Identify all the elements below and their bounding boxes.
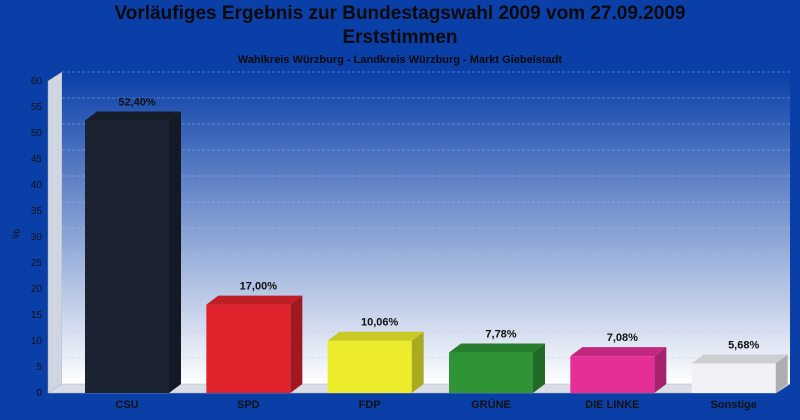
plot-side-wall [47,71,63,394]
bar [449,343,545,393]
bar-front [327,340,412,393]
bar [691,354,788,393]
y-tick-label: 0 [36,388,42,399]
x-tick-label: Sonstige [710,399,756,411]
x-tick-label: CSU [115,399,138,411]
bar-top [449,343,545,353]
bar-side [775,354,788,393]
bar [85,111,181,394]
bar-front [570,356,655,393]
bar [570,347,667,393]
bar-front [206,304,291,393]
x-tick-label: FDP [359,399,381,411]
y-tick-label: 50 [31,128,43,139]
y-tick-label: 20 [31,284,43,295]
data-label: 10,06% [361,317,399,329]
y-tick-label: 15 [31,310,43,321]
y-tick-label: 30 [31,232,43,243]
bar [327,331,424,393]
bar [206,295,303,393]
bar-front [449,352,533,393]
bar-top [691,354,788,364]
y-tick-label: 5 [36,362,42,373]
y-tick-label: 55 [31,102,43,113]
bar-side [654,347,667,393]
bar-front [85,120,169,394]
y-tick-label: 60 [31,76,43,87]
chart-title: Vorläufiges Ergebnis zur Bundestagswahl … [114,3,686,24]
y-tick-label: 35 [31,206,43,217]
bar-side [533,343,545,393]
bar-top [206,295,303,305]
bar-top [327,331,424,341]
y-tick-label: 25 [31,258,43,269]
data-label: 17,00% [240,281,278,293]
data-label: 5,68% [728,339,759,351]
y-axis-label: % [11,229,23,239]
bar-top [570,347,667,357]
y-tick-label: 45 [31,154,43,165]
data-label: 52,40% [118,97,156,109]
bar-side [411,331,424,393]
bar-top [85,111,181,121]
chart-subtitle: Wahlkreis Würzburg - Landkreis Würzburg … [237,54,563,66]
y-tick-label: 10 [31,336,43,347]
x-tick-label: GRÜNE [471,398,511,411]
bar-front [691,363,776,393]
x-tick-label: SPD [237,399,260,411]
x-tick-label: DIE LINKE [585,399,639,411]
y-tick-label: 40 [31,180,43,191]
bar-side [290,295,303,393]
chart-title-line-2: Erststimmen [342,27,458,48]
data-label: 7,78% [485,329,516,341]
data-label: 7,08% [607,332,638,344]
bar-side [169,111,181,394]
